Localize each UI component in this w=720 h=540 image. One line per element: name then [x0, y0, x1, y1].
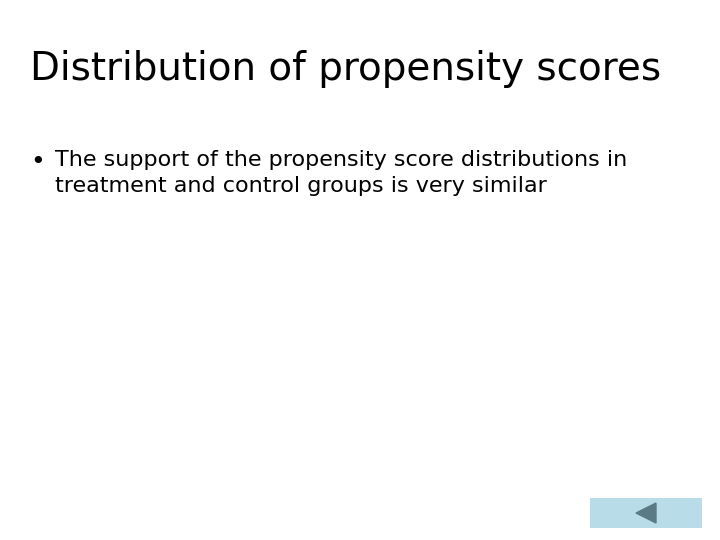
Text: •: • — [30, 150, 45, 174]
Text: The support of the propensity score distributions in: The support of the propensity score dist… — [55, 150, 627, 170]
FancyBboxPatch shape — [590, 498, 702, 528]
Text: treatment and control groups is very similar: treatment and control groups is very sim… — [55, 176, 547, 195]
Polygon shape — [636, 503, 656, 523]
Text: Distribution of propensity scores: Distribution of propensity scores — [30, 50, 661, 88]
